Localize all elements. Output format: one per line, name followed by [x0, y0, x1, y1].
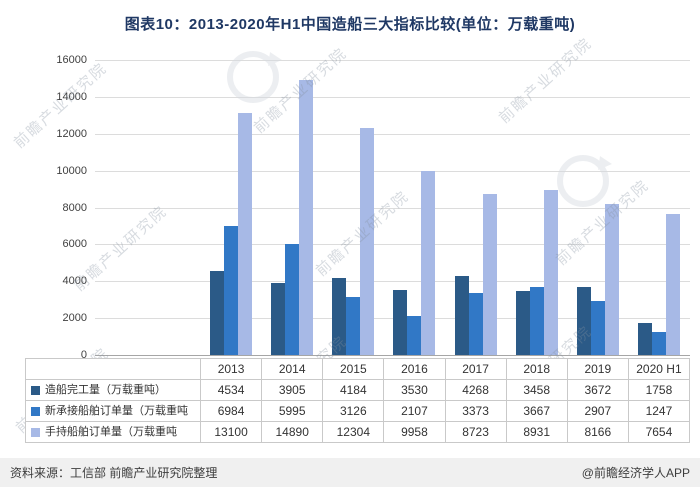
year-header-cell: 2019 — [567, 359, 629, 380]
legend-swatch-icon — [31, 406, 40, 416]
bar-2019-series2 — [591, 301, 606, 355]
year-header-cell: 2017 — [445, 359, 507, 380]
value-cell: 3126 — [323, 401, 385, 422]
series-name: 造船完工量（万载重吨） — [45, 383, 166, 396]
brand-note: @前瞻经济学人APP — [581, 466, 690, 480]
value-cell: 3373 — [445, 401, 507, 422]
year-header-cell: 2015 — [323, 359, 385, 380]
bar-2020H1-series3 — [666, 214, 681, 355]
bar-2018-series1 — [515, 291, 530, 355]
bar-2019-series3 — [605, 204, 620, 355]
value-cell: 3458 — [506, 380, 568, 401]
gridline — [95, 207, 690, 209]
brand-ring-watermark-icon — [552, 150, 614, 217]
bar-2014-series3 — [298, 80, 313, 355]
y-tick-label: 4000 — [62, 275, 87, 288]
value-cell: 1758 — [628, 380, 690, 401]
year-header-cell: 2016 — [384, 359, 446, 380]
gridline — [95, 60, 690, 61]
table-corner-cell — [26, 359, 201, 380]
footer-bar: 资料来源：工信部 前瞻产业研究院整理 @前瞻经济学人APP — [0, 458, 700, 487]
bar-2015-series1 — [332, 278, 347, 355]
watermark-text: 前瞻产业研究院 — [10, 59, 111, 152]
series-label-cell: 造船完工量（万载重吨） — [26, 380, 201, 401]
y-tick-label: 2000 — [62, 312, 87, 325]
bar-2016-series2 — [407, 316, 422, 355]
x-axis-line — [95, 355, 690, 356]
value-cell: 6984 — [201, 401, 263, 422]
gridline — [95, 96, 690, 98]
bar-2015-series3 — [360, 128, 375, 355]
watermark-text: 前瞻产业研究院 — [70, 202, 171, 295]
bar-2013-series3 — [237, 113, 252, 355]
watermark-text: 前瞻产业研究院 — [495, 34, 596, 127]
chart-title: 图表10：2013-2020年H1中国造船三大指标比较(单位：万载重吨) — [124, 16, 576, 33]
watermark-text: 前瞻产业研究院 — [250, 44, 351, 137]
series-name: 手持船舶订单量（万载重吨 — [45, 425, 177, 438]
data-table: 2013 2014 2015 2016 2017 2018 2019 2020 H1 造船完工量… — [25, 358, 690, 443]
value-cell: 3672 — [567, 380, 629, 401]
y-tick-label: 8000 — [62, 201, 87, 214]
bar-2018-series2 — [529, 287, 544, 355]
value-cell: 2907 — [567, 401, 629, 422]
bar-2017-series2 — [468, 293, 483, 355]
value-cell: 2107 — [384, 401, 446, 422]
gridline — [95, 244, 690, 246]
y-tick-label: 6000 — [62, 238, 87, 251]
value-cell: 8723 — [445, 422, 507, 443]
value-cell: 9958 — [384, 422, 446, 443]
value-cell: 3530 — [384, 380, 446, 401]
bar-2017-series1 — [454, 276, 469, 355]
bar-2014-series1 — [270, 283, 285, 355]
bar-2014-series2 — [284, 244, 299, 355]
value-cell: 4184 — [323, 380, 385, 401]
value-cell: 7654 — [628, 422, 690, 443]
legend-swatch-icon — [31, 427, 40, 437]
bar-2020H1-series1 — [638, 323, 653, 355]
bar-2016-series3 — [421, 171, 436, 355]
value-cell: 13100 — [201, 422, 263, 443]
value-cell: 8931 — [506, 422, 568, 443]
bar-2016-series1 — [393, 290, 408, 355]
value-cell: 3905 — [262, 380, 324, 401]
value-cell: 8166 — [567, 422, 629, 443]
gridline — [95, 133, 690, 135]
series-label-cell: 新承接船舶订单量（万载重吨 — [26, 401, 201, 422]
bar-2013-series1 — [209, 271, 224, 355]
year-header-cell: 2014 — [262, 359, 324, 380]
gridline — [95, 318, 690, 320]
bar-2020H1-series2 — [652, 332, 667, 355]
y-tick-label: 12000 — [56, 127, 87, 140]
brand-ring-watermark-icon — [222, 46, 284, 113]
value-cell: 14890 — [262, 422, 324, 443]
bar-2019-series1 — [577, 287, 592, 355]
value-cell: 1247 — [628, 401, 690, 422]
gridline — [95, 281, 690, 283]
series-name: 新承接船舶订单量（万载重吨 — [45, 404, 188, 417]
watermark-text: 前瞻产业研究院 — [552, 176, 653, 269]
value-cell: 4268 — [445, 380, 507, 401]
series-label-cell: 手持船舶订单量（万载重吨 — [26, 422, 201, 443]
bar-2013-series2 — [223, 226, 238, 355]
y-tick-label: 16000 — [56, 54, 87, 66]
year-header-cell: 2020 H1 — [628, 359, 690, 380]
year-header-cell: 2013 — [201, 359, 263, 380]
legend-swatch-icon — [31, 385, 40, 395]
gridline — [95, 170, 690, 172]
y-tick-label: 14000 — [56, 90, 87, 103]
source-note: 资料来源：工信部 前瞻产业研究院整理 — [10, 466, 218, 480]
value-cell: 3667 — [506, 401, 568, 422]
bar-2015-series2 — [346, 297, 361, 355]
bar-2018-series3 — [543, 190, 558, 355]
y-tick-label: 10000 — [56, 164, 87, 177]
value-cell: 5995 — [262, 401, 324, 422]
year-header-cell: 2018 — [506, 359, 568, 380]
value-cell: 4534 — [201, 380, 263, 401]
watermark-text: 前瞻产业研究院 — [312, 187, 413, 280]
bar-2017-series3 — [482, 194, 497, 355]
value-cell: 12304 — [323, 422, 385, 443]
